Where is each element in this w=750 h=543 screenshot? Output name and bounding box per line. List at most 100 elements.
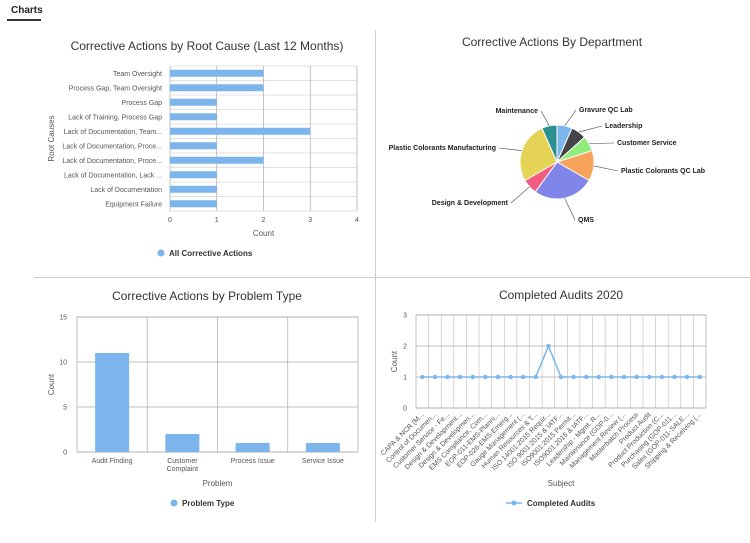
bar xyxy=(165,434,200,452)
pie-connector xyxy=(540,110,550,126)
x-axis-label: Subject xyxy=(548,479,575,488)
bar xyxy=(305,443,340,452)
legend-label: Problem Type xyxy=(182,499,235,508)
bar xyxy=(170,113,217,121)
pie-connector xyxy=(593,165,619,172)
horizontal-divider xyxy=(34,277,750,278)
pie-slice-label: Plastic Colorants Manufacturing xyxy=(389,145,496,152)
bar xyxy=(170,185,217,193)
pie-connector xyxy=(564,109,577,126)
x-tick-label: Process Issue xyxy=(231,458,275,465)
legend-label: All Corrective Actions xyxy=(169,249,253,258)
bar xyxy=(170,156,264,164)
pie-slice-label: Maintenance xyxy=(496,108,539,115)
x-tick-label: Complaint xyxy=(167,466,199,473)
data-point xyxy=(659,374,665,380)
chart-title: Corrective Actions by Root Cause (Last 1… xyxy=(71,39,344,53)
x-axis-label: Count xyxy=(253,229,275,238)
chart-title: Completed Audits 2020 xyxy=(499,288,623,302)
y-tick-label: Team Oversight xyxy=(113,71,162,78)
tab-active-indicator xyxy=(7,19,41,21)
y-axis-label: Count xyxy=(47,373,56,395)
data-point xyxy=(584,374,589,380)
pie-slice-label: Design & Development xyxy=(432,200,509,207)
x-tick-label: 2 xyxy=(262,217,266,224)
x-tick-label: 0 xyxy=(168,217,172,224)
data-point xyxy=(697,374,702,380)
legend-marker xyxy=(170,499,178,507)
data-point xyxy=(609,374,614,380)
data-point xyxy=(445,374,450,380)
data-point xyxy=(483,374,488,380)
pie-slice-label: Plastic Colorants QC Lab xyxy=(621,168,705,175)
pie-connector xyxy=(578,125,603,133)
bar xyxy=(170,127,311,135)
x-tick-label: Audit Finding xyxy=(92,458,133,465)
pie-connector xyxy=(588,142,615,144)
y-tick-label: 0 xyxy=(63,450,67,457)
data-point xyxy=(495,374,501,380)
pie-slice-label: Gravure QC Lab xyxy=(579,107,633,114)
tab-charts[interactable]: Charts xyxy=(11,5,43,16)
y-tick-label: Process Gap, Team Oversight xyxy=(69,85,162,92)
data-point xyxy=(684,374,690,380)
pie-slice-label: Leadership xyxy=(605,123,642,130)
pie-slice-label: QMS xyxy=(578,217,594,224)
bar xyxy=(170,200,217,208)
data-point xyxy=(558,374,564,380)
x-tick-label: 4 xyxy=(355,217,359,224)
legend-marker xyxy=(157,249,165,257)
x-axis-label: Problem xyxy=(203,479,233,488)
x-tick-label: 1 xyxy=(215,217,219,224)
y-tick-label: Lack of Documentation, Lack ... xyxy=(64,172,162,179)
bar xyxy=(170,142,217,150)
data-point xyxy=(672,374,677,380)
legend-label: Completed Audits xyxy=(527,499,596,508)
y-axis-label: Root Causes xyxy=(47,115,56,161)
bar xyxy=(170,69,264,77)
y-tick-label: 15 xyxy=(59,315,67,322)
data-point xyxy=(546,343,551,349)
legend-marker xyxy=(511,500,517,506)
bar xyxy=(170,98,217,106)
y-tick-label: Lack of Documentation, Proce... xyxy=(62,158,162,165)
y-tick-label: 10 xyxy=(59,360,67,367)
y-tick-label: 2 xyxy=(403,344,407,351)
data-point xyxy=(470,374,475,380)
bar xyxy=(170,84,264,92)
y-tick-label: 1 xyxy=(403,375,407,382)
data-point xyxy=(533,374,538,380)
y-tick-label: Equipment Failure xyxy=(105,201,162,208)
pie-connector xyxy=(510,186,530,204)
data-point xyxy=(457,374,463,380)
data-point xyxy=(634,374,639,380)
y-axis-label: Count xyxy=(390,350,399,372)
series-line xyxy=(422,344,700,378)
plot-border xyxy=(415,314,707,409)
x-tick-label: Customer xyxy=(167,458,198,465)
pie-connector xyxy=(498,147,522,151)
data-point xyxy=(508,374,513,380)
data-point xyxy=(596,374,602,380)
y-tick-label: Lack of Documentation, Proce... xyxy=(62,143,162,150)
y-tick-label: Lack of Documentation, Team... xyxy=(64,129,162,136)
chart-title: Corrective Actions by Problem Type xyxy=(112,289,302,303)
data-point xyxy=(420,374,425,380)
data-point xyxy=(432,374,438,380)
y-tick-label: Process Gap xyxy=(122,100,163,107)
y-tick-label: 0 xyxy=(403,406,407,413)
bar xyxy=(95,353,130,452)
vertical-divider xyxy=(375,30,376,522)
x-tick-label: Service Issue xyxy=(302,458,344,465)
pie-slice xyxy=(541,124,558,163)
bar xyxy=(170,171,217,179)
data-point xyxy=(647,374,652,380)
data-point xyxy=(520,374,526,380)
y-tick-label: 3 xyxy=(403,313,407,320)
pie-slice xyxy=(534,161,590,200)
data-point xyxy=(571,374,576,380)
